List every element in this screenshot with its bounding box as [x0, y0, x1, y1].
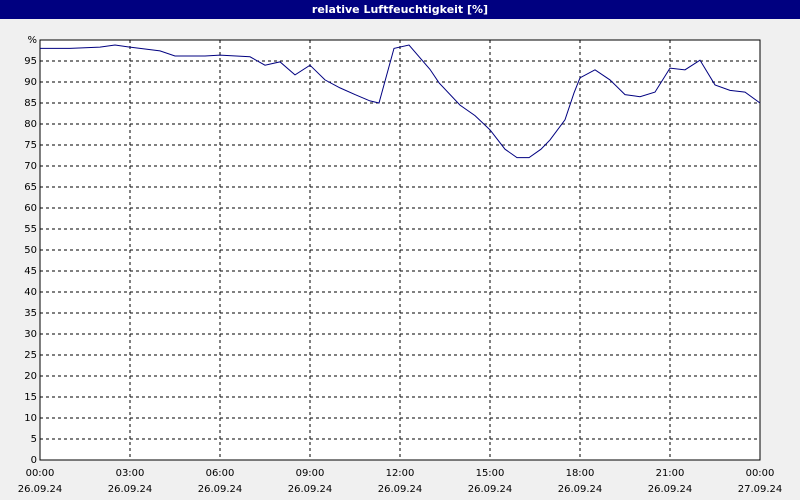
chart-title: relative Luftfeuchtigkeit [%]	[312, 3, 488, 16]
x-tick-label: 00:00	[26, 468, 55, 479]
x-tick-date: 26.09.24	[198, 484, 243, 495]
y-tick-label: %	[27, 35, 37, 46]
x-tick-date: 26.09.24	[18, 484, 63, 495]
y-tick-label: 15	[24, 392, 37, 403]
y-tick-label: 85	[24, 98, 37, 109]
y-tick-label: 25	[24, 350, 37, 361]
y-tick-label: 75	[24, 140, 37, 151]
x-tick-date: 26.09.24	[648, 484, 693, 495]
y-tick-label: 0	[31, 455, 37, 466]
x-tick-date: 26.09.24	[108, 484, 153, 495]
x-tick-date: 26.09.24	[288, 484, 333, 495]
x-tick-date: 26.09.24	[378, 484, 423, 495]
y-tick-label: 5	[31, 434, 37, 445]
x-tick-label: 15:00	[476, 468, 505, 479]
data-line	[40, 44, 761, 159]
x-tick-label: 06:00	[206, 468, 235, 479]
x-tick-label: 21:00	[656, 468, 685, 479]
y-tick-label: 70	[24, 161, 37, 172]
y-tick-label: 65	[24, 182, 37, 193]
y-tick-label: 20	[24, 371, 37, 382]
y-tick-label: 95	[24, 56, 37, 67]
y-tick-label: 35	[24, 308, 37, 319]
x-tick-label: 00:00	[746, 468, 775, 479]
y-tick-label: 55	[24, 224, 37, 235]
title-bar	[0, 0, 800, 19]
y-tick-label: 80	[24, 119, 37, 130]
y-tick-label: 90	[24, 77, 37, 88]
x-tick-label: 12:00	[386, 468, 415, 479]
x-tick-date: 26.09.24	[558, 484, 603, 495]
y-tick-label: 30	[24, 329, 37, 340]
x-tick-date: 27.09.24	[738, 484, 783, 495]
x-tick-date: 26.09.24	[468, 484, 513, 495]
x-tick-label: 03:00	[116, 468, 145, 479]
y-tick-label: 10	[24, 413, 37, 424]
y-tick-label: 40	[24, 287, 37, 298]
y-tick-label: 60	[24, 203, 37, 214]
y-tick-label: 50	[24, 245, 37, 256]
y-tick-label: 45	[24, 266, 37, 277]
x-tick-label: 09:00	[296, 468, 325, 479]
x-tick-label: 18:00	[566, 468, 595, 479]
